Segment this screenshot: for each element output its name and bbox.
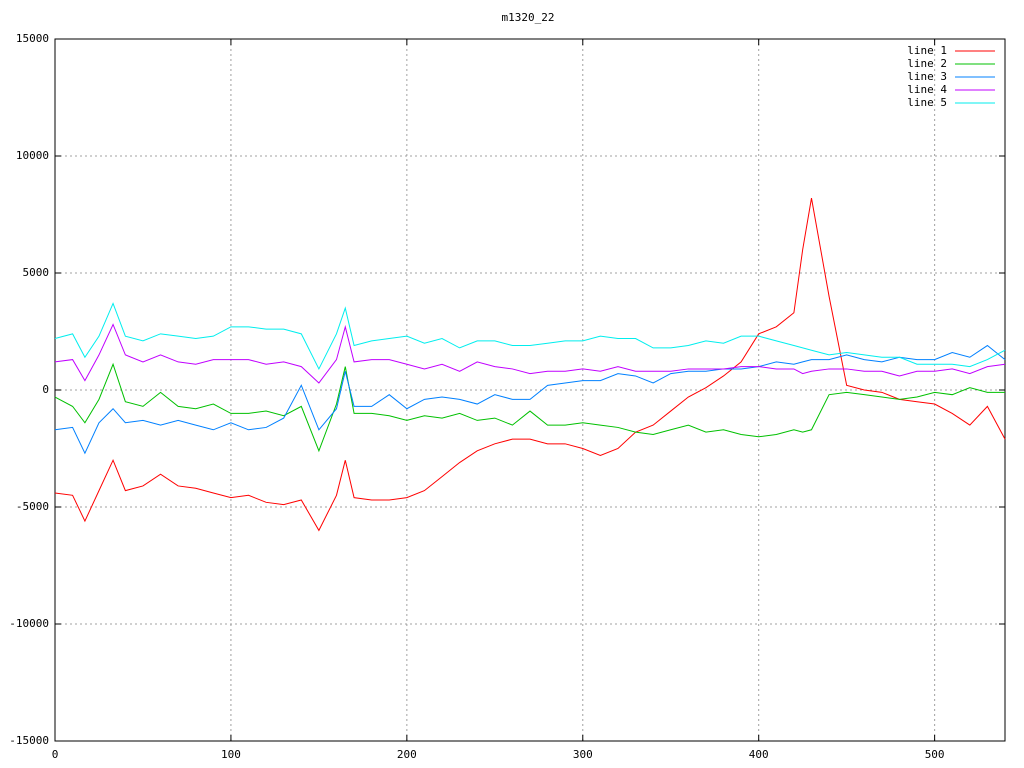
- x-tick-label: 100: [221, 748, 241, 761]
- legend-label: line 1: [907, 44, 947, 57]
- y-tick-label: 0: [42, 383, 49, 396]
- y-tick-label: -15000: [9, 734, 49, 747]
- series-line: [54, 362, 1005, 453]
- y-tick-label: 5000: [23, 266, 50, 279]
- legend-label: line 3: [907, 70, 947, 83]
- x-tick-label: 200: [397, 748, 417, 761]
- legend-label: line 2: [907, 57, 947, 70]
- series-line: [54, 323, 1006, 384]
- y-tick-label: 10000: [16, 149, 49, 162]
- y-tick-label: 15000: [16, 32, 49, 45]
- series-line: [54, 302, 1006, 371]
- legend-label: line 4: [907, 83, 947, 96]
- series-line: [54, 198, 1006, 532]
- legend-label: line 5: [907, 96, 947, 109]
- x-tick-label: 0: [52, 748, 59, 761]
- y-tick-label: -10000: [9, 617, 49, 630]
- x-tick-label: 500: [925, 748, 945, 761]
- y-tick-label: -5000: [16, 500, 49, 513]
- x-tick-label: 300: [573, 748, 593, 761]
- series-line: [54, 344, 1006, 455]
- plot-border: [54, 38, 1006, 742]
- chart-title: m1320_22: [502, 11, 555, 24]
- x-tick-label: 400: [749, 748, 769, 761]
